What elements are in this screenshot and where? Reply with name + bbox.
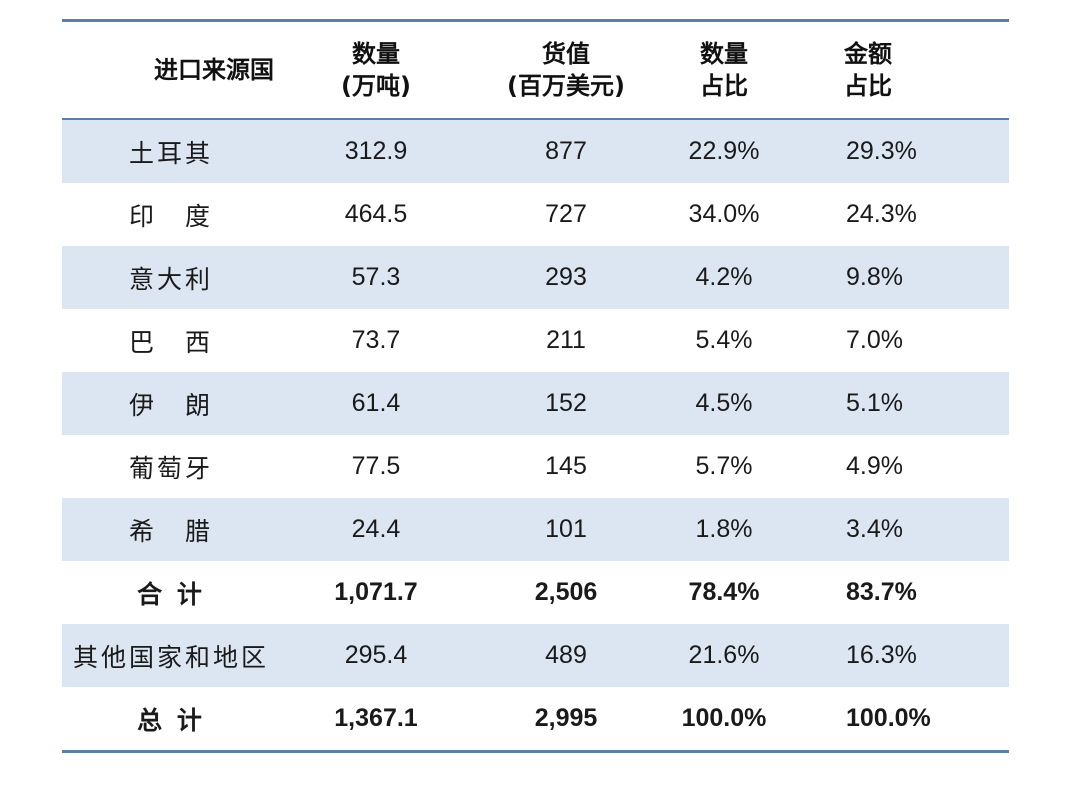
cell-country: 总 计	[137, 705, 205, 735]
cell-quantity-share: 4.2%	[660, 246, 788, 309]
cell-quantity: 57.3	[280, 246, 472, 309]
header-row: 进口来源国 数量 (万吨) 货值 (百万美元) 数量 占比 金额 占比	[62, 22, 1009, 118]
cell-value-share: 29.3%	[788, 120, 1009, 183]
cell-value-share: 100.0%	[846, 704, 931, 732]
cell-quantity: 312.9	[280, 120, 472, 183]
cell-quantity: 24.4	[280, 498, 472, 561]
table-row: 葡萄牙 77.5 145 5.7% 4.9%	[62, 435, 1009, 498]
data-table: 进口来源国 数量 (万吨) 货值 (百万美元) 数量 占比 金额 占比 土耳其 312.9…	[62, 22, 1009, 750]
cell-quantity: 73.7	[351, 326, 401, 354]
cell-country: 葡萄牙	[128, 453, 213, 483]
table-body: 土耳其 312.9 877 22.9% 29.3% 印 度 464.5 727 34.0% 24.…	[62, 120, 1009, 750]
cell-value: 293	[472, 246, 660, 309]
table-row: 巴 西 73.7 211 5.4% 7.0%	[62, 309, 1009, 372]
table-row: 伊 朗 61.4 152 4.5% 5.1%	[62, 372, 1009, 435]
cell-quantity: 295.4	[280, 624, 472, 687]
cell-value: 2,995	[534, 704, 598, 732]
table-row: 其他国家和地区 295.4 489 21.6% 16.3%	[62, 624, 1009, 687]
cell-quantity-share: 22.9%	[660, 120, 788, 183]
cell-quantity-share: 4.5%	[660, 372, 788, 435]
cell-quantity-share: 34.0%	[688, 200, 760, 228]
cell-value-share: 9.8%	[788, 246, 1009, 309]
cell-country: 希 腊	[62, 498, 280, 561]
cell-country: 意大利	[62, 246, 280, 309]
cell-value: 727	[545, 200, 587, 228]
table-row: 意大利 57.3 293 4.2% 9.8%	[62, 246, 1009, 309]
cell-value: 101	[472, 498, 660, 561]
cell-value-share: 24.3%	[846, 200, 917, 228]
header-value-share: 金额 占比	[844, 40, 892, 100]
header-quantity: 数量 (万吨)	[341, 40, 411, 100]
cell-value-share: 16.3%	[788, 624, 1009, 687]
cell-quantity: 61.4	[280, 372, 472, 435]
cell-quantity-share: 5.4%	[695, 326, 753, 354]
cell-quantity-share: 100.0%	[681, 704, 767, 732]
import-source-table: 进口来源国 数量 (万吨) 货值 (百万美元) 数量 占比 金额 占比 土耳其 312.9…	[62, 19, 1009, 753]
header-value: 货值 (百万美元)	[507, 40, 625, 100]
cell-country: 其他国家和地区	[62, 624, 280, 687]
table-row: 合 计 1,071.7 2,506 78.4% 83.7%	[62, 561, 1009, 624]
table-row: 希 腊 24.4 101 1.8% 3.4%	[62, 498, 1009, 561]
cell-country: 土耳其	[62, 120, 280, 183]
table-bottom-rule	[62, 750, 1009, 753]
table-row: 总 计 1,367.1 2,995 100.0% 100.0%	[62, 687, 1009, 750]
cell-value: 877	[472, 120, 660, 183]
cell-value-share: 7.0%	[846, 326, 903, 354]
cell-quantity-share: 1.8%	[660, 498, 788, 561]
cell-country: 巴 西	[128, 327, 213, 357]
cell-value-share: 4.9%	[846, 452, 903, 480]
header-quantity-share: 数量 占比	[700, 40, 748, 100]
table-row: 土耳其 312.9 877 22.9% 29.3%	[62, 120, 1009, 183]
cell-value-share: 3.4%	[788, 498, 1009, 561]
header-country: 进口来源国	[154, 56, 274, 84]
cell-value: 152	[472, 372, 660, 435]
cell-quantity: 77.5	[351, 452, 401, 480]
cell-value-share: 83.7%	[846, 578, 917, 606]
cell-quantity-share: 5.7%	[695, 452, 753, 480]
cell-value: 145	[545, 452, 587, 480]
cell-quantity: 1,367.1	[334, 704, 418, 732]
cell-quantity: 464.5	[344, 200, 408, 228]
cell-value: 2,506	[534, 578, 598, 606]
cell-quantity-share: 78.4%	[688, 578, 760, 606]
cell-country: 伊 朗	[62, 372, 280, 435]
cell-value-share: 5.1%	[788, 372, 1009, 435]
header-rule	[62, 118, 1009, 120]
cell-country: 印 度	[128, 201, 213, 231]
cell-value: 489	[472, 624, 660, 687]
cell-value: 211	[546, 326, 586, 354]
cell-country: 合 计	[137, 579, 205, 609]
cell-quantity-share: 21.6%	[660, 624, 788, 687]
table-top-rule	[62, 19, 1009, 22]
cell-quantity: 1,071.7	[334, 578, 418, 606]
table-row: 印 度 464.5 727 34.0% 24.3%	[62, 183, 1009, 246]
